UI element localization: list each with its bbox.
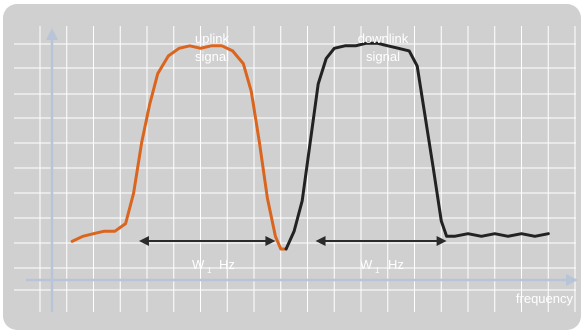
downlink-signal-line xyxy=(284,41,550,251)
uplink-bandwidth-symbol: W xyxy=(192,257,205,272)
uplink-bandwidth-subscript: 1 xyxy=(207,266,212,275)
uplink-bandwidth-arrowhead-left xyxy=(138,236,149,246)
chart-axes xyxy=(26,28,578,312)
downlink-bandwidth-symbol: W xyxy=(360,257,373,272)
chart-grid xyxy=(14,26,576,312)
y-axis-arrowhead xyxy=(46,28,58,40)
downlink-label-line1: downlink xyxy=(358,31,409,46)
downlink-bandwidth-arrowhead-right xyxy=(436,236,447,246)
uplink-label-line1: uplink xyxy=(195,31,229,46)
downlink-bandwidth-arrowhead-left xyxy=(315,236,326,246)
uplink-signal-line xyxy=(70,44,288,251)
downlink-bandwidth-subscript: 1 xyxy=(375,266,380,275)
x-axis-label: frequency xyxy=(516,291,574,306)
downlink-label-line2: signal xyxy=(366,49,400,64)
bandwidth-arrows xyxy=(138,236,447,246)
x-axis-arrowhead xyxy=(566,274,578,286)
uplink-label-line2: signal xyxy=(195,49,229,64)
series-layer xyxy=(70,41,550,251)
uplink-bandwidth-arrowhead-right xyxy=(265,236,276,246)
downlink-bandwidth-unit: Hz xyxy=(388,257,404,272)
uplink-bandwidth-unit: Hz xyxy=(219,257,235,272)
